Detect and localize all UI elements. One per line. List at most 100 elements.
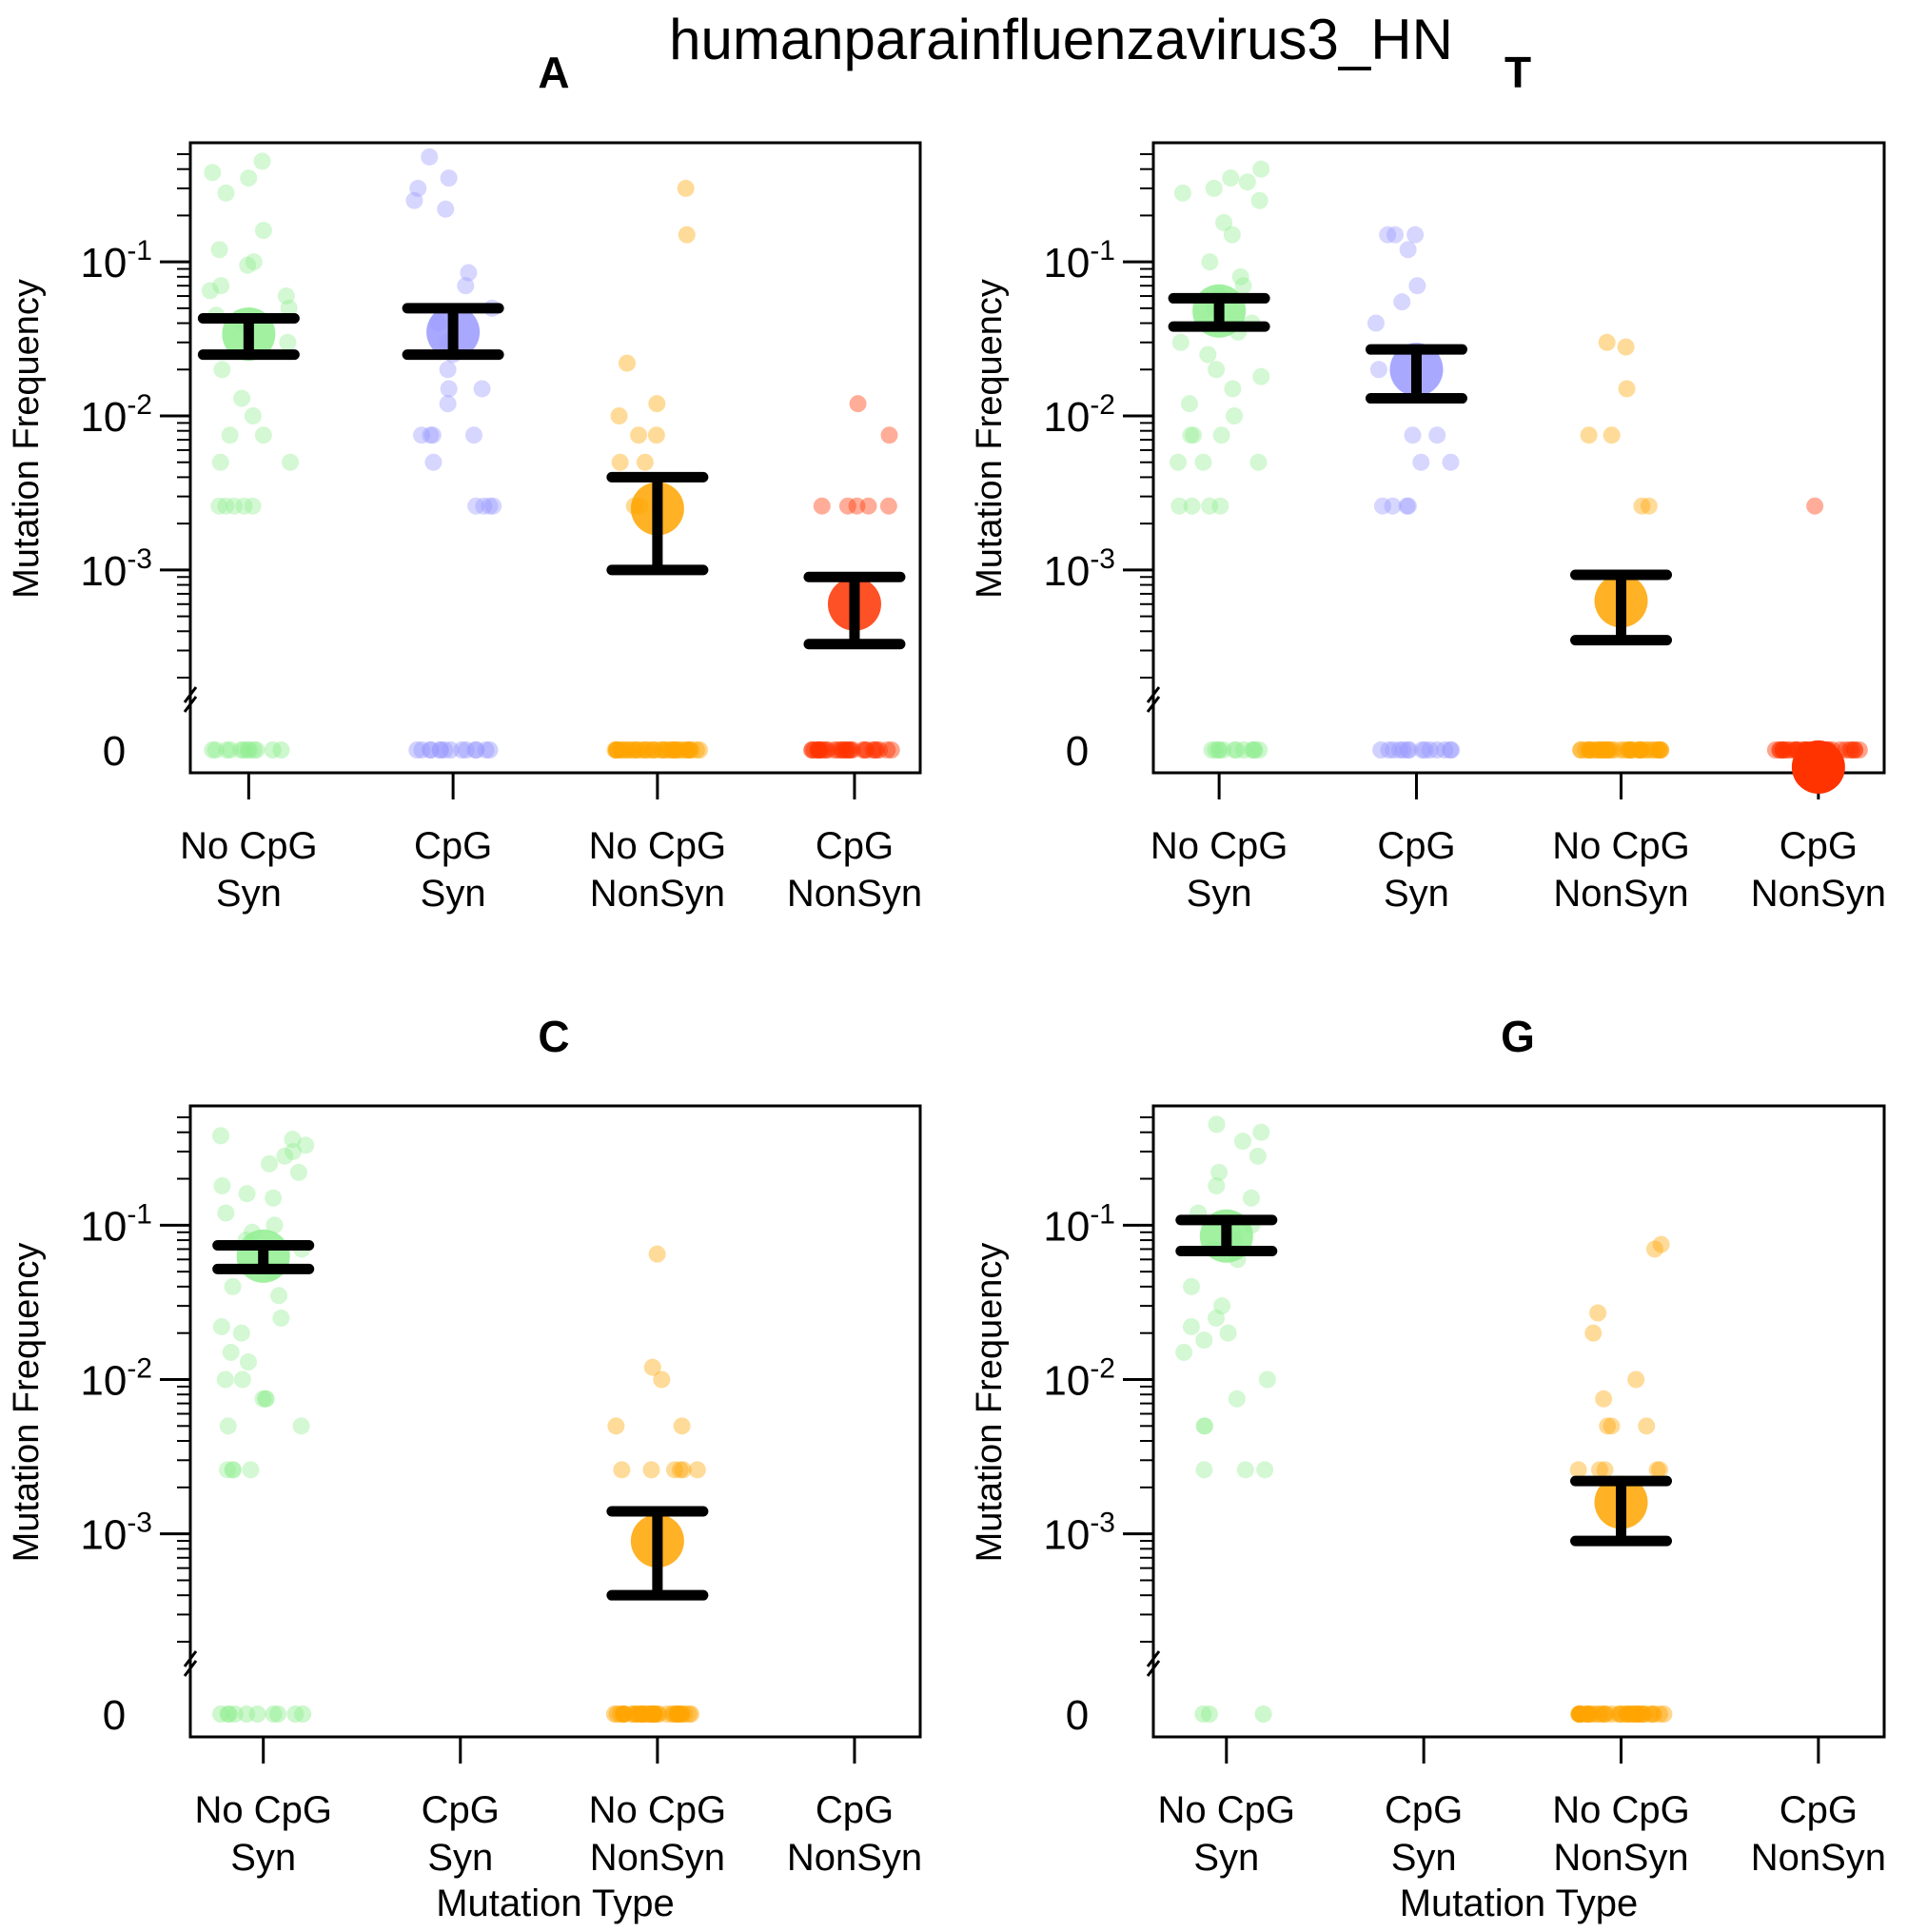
zero-point xyxy=(272,741,290,759)
x-tick-label: NonSyn xyxy=(590,1837,725,1879)
data-point xyxy=(1256,1461,1274,1479)
data-point xyxy=(439,395,457,413)
data-point xyxy=(221,426,239,444)
zero-point xyxy=(1612,1705,1630,1723)
x-tick-label: CpG xyxy=(414,825,492,867)
panel-T: T Mutation Frequency 10-3 10-2 10-1 0 No CpG Sy… xyxy=(970,48,1886,915)
data-point xyxy=(1238,173,1256,191)
zero-point xyxy=(835,741,853,759)
data-point xyxy=(216,1370,234,1389)
data-point xyxy=(1386,226,1405,244)
x-tick-label: NonSyn xyxy=(1553,1837,1688,1879)
zero-point xyxy=(431,741,449,759)
zero-point xyxy=(1629,1705,1647,1723)
data-point xyxy=(270,1287,288,1305)
zero-point xyxy=(442,741,460,759)
zero-point xyxy=(286,1705,305,1723)
data-point xyxy=(1173,184,1191,202)
zero-point xyxy=(422,741,440,759)
zero-point xyxy=(634,1705,652,1723)
zero-point xyxy=(650,1705,668,1723)
y-tick-label: 10-2 xyxy=(1043,1353,1115,1405)
zero-point xyxy=(1774,741,1792,759)
zero-point xyxy=(1228,741,1246,759)
zero-point xyxy=(1623,1705,1642,1723)
zero-point xyxy=(669,741,687,759)
data-point xyxy=(217,497,235,515)
x-axis-label: Mutation Type xyxy=(436,1883,675,1924)
zero-point xyxy=(1385,741,1403,759)
zero-point xyxy=(206,741,225,759)
zero-point xyxy=(431,741,449,759)
zero-point xyxy=(625,1705,643,1723)
zero-point xyxy=(666,741,684,759)
zero-point xyxy=(668,1705,686,1723)
data-point xyxy=(1208,1176,1226,1194)
zero-point xyxy=(1209,741,1228,759)
zero-point xyxy=(826,741,844,759)
zero-point xyxy=(221,741,239,759)
panel-label: T xyxy=(1504,48,1531,97)
zero-point xyxy=(1214,741,1232,759)
zero-point xyxy=(659,1705,677,1723)
zero-point xyxy=(673,1705,691,1723)
x-tick-label: Syn xyxy=(1384,873,1449,915)
zero-point xyxy=(668,1705,686,1723)
panel-G: G Mutation Frequency 10-3 10-2 10-1 0 No CpG Sy… xyxy=(970,1012,1886,1924)
zero-point xyxy=(645,1705,663,1723)
x-tick-label: NonSyn xyxy=(787,873,922,915)
zero-point xyxy=(269,1705,287,1723)
data-point xyxy=(611,453,629,471)
zero-point xyxy=(239,741,257,759)
zero-point xyxy=(1622,741,1640,759)
zero-point xyxy=(623,1705,641,1723)
zero-point xyxy=(608,741,626,759)
data-point xyxy=(1252,367,1270,385)
zero-point xyxy=(1428,741,1446,759)
data-point xyxy=(636,453,654,471)
data-point xyxy=(1580,426,1598,444)
zero-point xyxy=(1634,1705,1652,1723)
zero-point xyxy=(1570,1705,1588,1723)
data-point xyxy=(1180,395,1198,413)
zero-point xyxy=(628,741,646,759)
data-point xyxy=(1633,497,1651,515)
data-point xyxy=(422,426,440,444)
zero-point xyxy=(457,741,475,759)
zero-point xyxy=(1581,1705,1599,1723)
data-point xyxy=(1428,426,1446,444)
zero-point xyxy=(1210,741,1229,759)
zero-point xyxy=(628,741,646,759)
zero-point xyxy=(1401,741,1419,759)
zero-point xyxy=(665,741,683,759)
data-point xyxy=(277,287,295,306)
zero-point xyxy=(1626,1705,1644,1723)
data-point xyxy=(280,299,298,317)
data-point xyxy=(1569,1461,1587,1479)
data-point xyxy=(457,277,475,295)
zero-point xyxy=(619,741,637,759)
data-point xyxy=(224,1461,242,1479)
zero-point xyxy=(232,741,250,759)
zero-point xyxy=(624,741,642,759)
data-point xyxy=(240,1353,258,1371)
zero-point xyxy=(644,1705,662,1723)
y-zero-label: 0 xyxy=(1066,1692,1089,1739)
zero-point xyxy=(1570,1705,1588,1723)
zero-point xyxy=(1774,741,1792,759)
zero-point xyxy=(691,741,709,759)
data-point xyxy=(648,1245,666,1263)
zero-point xyxy=(805,741,823,759)
data-point xyxy=(1373,497,1391,515)
zero-point xyxy=(616,1705,634,1723)
data-point xyxy=(1236,1461,1254,1479)
data-point xyxy=(1640,497,1658,515)
data-point xyxy=(424,453,442,471)
data-point xyxy=(272,1309,290,1327)
zero-point xyxy=(1620,741,1638,759)
data-point xyxy=(212,277,230,295)
data-point xyxy=(217,1204,235,1222)
zero-point xyxy=(815,741,833,759)
data-point xyxy=(409,179,427,197)
axis-break-mark xyxy=(1146,696,1161,713)
